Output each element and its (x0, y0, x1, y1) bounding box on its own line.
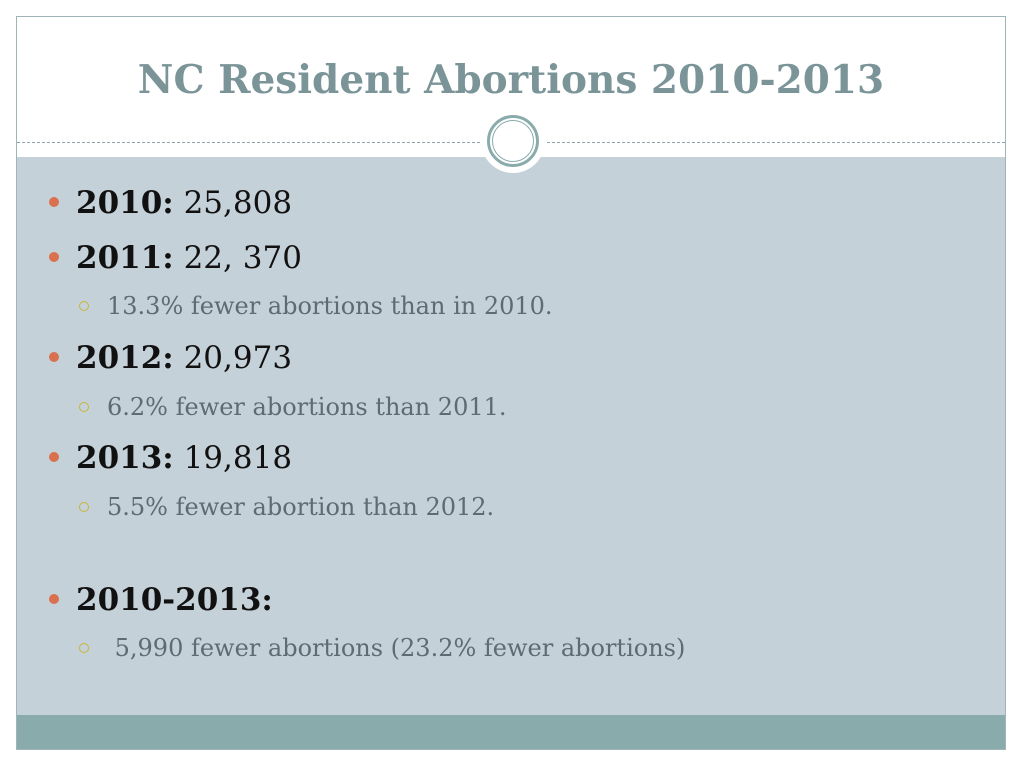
bullet-dot-icon (49, 252, 59, 262)
slide: NC Resident Abortions 2010-2013 2010: 25… (16, 16, 1006, 750)
bullet-text: 2010-2013: (76, 578, 273, 622)
bullet-text: 2012: 20,973 (76, 336, 292, 380)
bullet-year-label: 2012: (76, 340, 174, 376)
bullet-text: 2010: 25,808 (76, 181, 292, 225)
sub-bullet-text: 5.5% fewer abortion than 2012. (107, 493, 495, 521)
bullet-value: 19,818 (173, 440, 293, 476)
sub-bullet-ring-icon (79, 643, 89, 653)
bullet-dot-icon (49, 197, 59, 207)
sub-bullet-ring-icon (79, 301, 89, 311)
bullet-dot-icon (49, 352, 59, 362)
content-area: 2010: 25,808 2011: 22, 370 13.3% fewer a… (17, 157, 1005, 717)
bullet-2010: 2010: 25,808 (17, 181, 1005, 225)
bullet-2012: 2012: 20,973 (17, 336, 1005, 380)
sub-bullet-text: 13.3% fewer abortions than in 2010. (107, 292, 553, 320)
sub-bullet-text: 5,990 fewer abortions (23.2% fewer abort… (107, 634, 686, 662)
bullet-year-label: 2011: (76, 240, 174, 276)
bullet-2010-2013: 2010-2013: (17, 578, 1005, 622)
bullet-year-label: 2010-2013: (76, 582, 273, 618)
bullet-dot-icon (49, 452, 59, 462)
bullet-value: 25,808 (173, 185, 293, 221)
bullet-text: 2011: 22, 370 (76, 236, 302, 280)
bullet-2011: 2011: 22, 370 (17, 236, 1005, 280)
bullet-value: 22, 370 (173, 240, 302, 276)
sub-bullet-ring-icon (79, 402, 89, 412)
bullet-year-label: 2013: (76, 440, 174, 476)
sub-bullet-ring-icon (79, 502, 89, 512)
slide-title: NC Resident Abortions 2010-2013 (137, 57, 885, 103)
inner-circle-icon (492, 120, 534, 162)
bullet-dot-icon (49, 594, 59, 604)
bullet-year-label: 2010: (76, 185, 174, 221)
bullet-2013: 2013: 19,818 (17, 436, 1005, 480)
bullet-value: 20,973 (173, 340, 293, 376)
footer-bar (17, 715, 1005, 749)
bullet-text: 2013: 19,818 (76, 436, 292, 480)
sub-bullet-text: 6.2% fewer abortions than 2011. (107, 393, 507, 421)
